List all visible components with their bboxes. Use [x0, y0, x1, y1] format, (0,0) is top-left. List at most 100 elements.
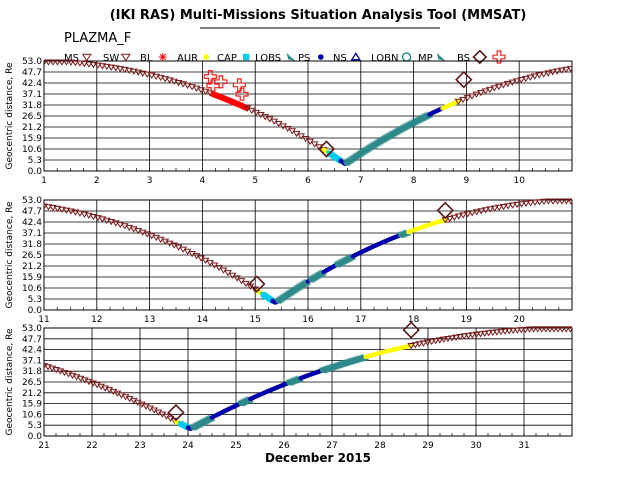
x-tick-label: 29	[422, 441, 434, 451]
x-tick-label: 16	[302, 315, 314, 325]
y-tick-label: 47.7	[22, 68, 42, 78]
orbit-point-sw	[501, 328, 509, 335]
orbit-point-sw	[497, 328, 505, 336]
orbit-point-sw	[517, 77, 526, 84]
orbit-point-sw	[554, 326, 562, 333]
plot-frame	[43, 327, 573, 437]
plot-frame	[43, 199, 573, 311]
x-tick-label: 7	[358, 176, 364, 186]
orbit-point-sw	[494, 83, 503, 91]
x-tick-label: 19	[461, 315, 473, 325]
orbit-point-sw	[566, 326, 572, 333]
mp-crossing-icon	[167, 403, 185, 422]
orbit-point-sw	[485, 86, 494, 94]
orbit-point-sw	[509, 327, 518, 335]
orbit-point-sw	[531, 199, 539, 206]
x-tick-label: 6	[305, 176, 311, 186]
orbit-point-sw	[512, 78, 521, 85]
orbit-point-sw	[439, 336, 448, 343]
bs-crossing-icon	[235, 87, 249, 101]
legend-label-bs: BS	[457, 53, 470, 64]
orbit-point-sw	[477, 90, 485, 97]
orbit-point-sw	[488, 329, 497, 337]
y-tick-label: 5.3	[28, 156, 42, 166]
orbit-point-sw	[111, 65, 120, 72]
chart-title: (IKI RAS) Multi-Missions Situation Analy…	[110, 8, 527, 23]
orbit-point-sw	[490, 85, 499, 92]
orbit-point-sw	[62, 207, 71, 214]
orbit-point-sw	[553, 198, 562, 205]
mp-crossing-icon	[317, 140, 336, 158]
orbit-point-lobs	[304, 278, 312, 285]
legend-label-lobs: LOBS	[255, 53, 281, 64]
orbit-point-sw	[411, 342, 420, 349]
x-tick-label: 12	[91, 315, 102, 325]
orbit-point-sw	[562, 198, 571, 205]
orbit-point-sw	[407, 343, 416, 350]
orbit-point-sw	[444, 335, 452, 343]
x-tick-label: 15	[249, 315, 260, 325]
y-tick-label: 53.0	[22, 196, 42, 206]
x-tick-label: 27	[326, 441, 337, 451]
orbit-point-sw	[80, 211, 89, 218]
orbit-point-sw	[89, 62, 98, 69]
orbit-point-sw	[537, 326, 546, 333]
orbit-point-sw	[526, 74, 535, 81]
orbit-point-sw	[435, 337, 444, 344]
orbit-point-sw	[533, 326, 542, 333]
orbit-point-sw	[116, 66, 125, 73]
orbit-point-sw	[468, 210, 477, 217]
x-tick-label: 8	[411, 176, 417, 186]
orbit-point-sw	[67, 208, 75, 215]
orbit-point-sw	[84, 212, 93, 220]
bs-crossing-icon	[203, 69, 217, 84]
orbit-point-sw	[423, 339, 432, 346]
legend-marker-bl-icon	[158, 53, 167, 61]
orbit-point-sw	[459, 96, 467, 104]
orbit-point-sw	[503, 80, 512, 88]
orbit-point-lobs	[297, 375, 305, 382]
y-axis-label: Geocentric distance, Re	[5, 62, 15, 169]
orbit-point-sw	[448, 335, 456, 342]
orbit-point-sw	[93, 62, 102, 69]
x-tick-label: 4	[200, 176, 206, 186]
orbit-track	[44, 59, 572, 167]
y-tick-label: 31.8	[22, 367, 42, 377]
orbit-track	[44, 198, 572, 305]
x-tick-label: 1	[41, 176, 47, 186]
orbit-point-sw	[459, 212, 468, 219]
y-tick-label: 53.0	[22, 57, 42, 67]
y-tick-label: 26.5	[22, 378, 42, 388]
x-tick-label: 9	[464, 176, 470, 186]
legend-label-sw: SW	[103, 53, 119, 64]
orbit-point-sw	[492, 329, 501, 336]
orbit-point-sw	[562, 66, 571, 73]
orbit-point-sw	[67, 59, 75, 66]
y-tick-label: 42.4	[22, 346, 42, 356]
orbit-point-sw	[472, 331, 481, 338]
orbit-point-sw	[567, 198, 572, 205]
x-tick-label: 5	[252, 176, 258, 186]
x-tick-label: 20	[513, 315, 525, 325]
mp-crossing-icon	[436, 201, 454, 220]
x-tick-label: 18	[408, 315, 420, 325]
orbit-point-sw	[107, 64, 116, 71]
orbit-point-sw	[454, 98, 463, 106]
orbit-point-sw	[562, 326, 571, 333]
orbit-point-sw	[415, 341, 424, 348]
orbit-point-sw	[508, 79, 517, 86]
orbit-point-sw	[566, 65, 572, 73]
orbit-point-sw	[125, 67, 134, 75]
orbit-point-sw	[557, 67, 566, 74]
orbit-point-sw	[62, 59, 71, 66]
x-tick-label: 28	[374, 441, 386, 451]
orbit-point-sw	[129, 68, 138, 75]
orbit-point-sw	[49, 59, 57, 66]
legend-label-ns: NS	[333, 53, 347, 64]
legend-label-ps: PS	[298, 53, 310, 64]
orbit-point-sw	[427, 338, 436, 346]
orbit-point-sw	[80, 60, 89, 68]
legend-marker-ps-icon	[318, 54, 324, 60]
y-tick-label: 37.1	[22, 90, 42, 100]
orbit-point-sw	[463, 95, 472, 102]
